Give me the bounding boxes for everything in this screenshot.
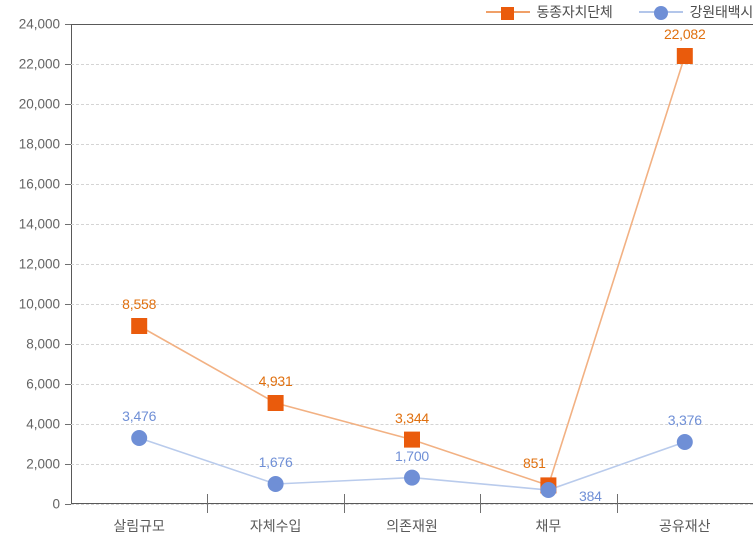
y-axis-tick-label: 6,000	[26, 376, 60, 392]
y-axis-tick	[65, 184, 71, 185]
y-axis-tick	[65, 304, 71, 305]
y-axis-tick	[65, 144, 71, 145]
data-point-label: 8,558	[122, 296, 157, 312]
x-axis-category-label: 자체수입	[249, 518, 302, 534]
series-layer	[131, 48, 693, 498]
x-axis-tick-inner	[616, 494, 618, 504]
y-axis-tick-label: 16,000	[18, 176, 60, 192]
y-axis-tick	[65, 24, 71, 25]
y-axis-tick-label: 2,000	[26, 456, 60, 472]
y-axis-tick-label: 4,000	[26, 416, 60, 432]
y-axis-tick	[65, 464, 71, 465]
x-axis-tick-inner	[207, 494, 209, 504]
x-axis-category-label: 살림규모	[113, 518, 165, 534]
circle-marker-icon[interactable]	[131, 430, 148, 446]
y-axis-tick-label: 8,000	[26, 336, 60, 352]
gridline	[71, 184, 753, 185]
y-axis-tick	[65, 104, 71, 105]
square-marker-icon[interactable]	[267, 395, 284, 411]
data-point-label: 1,676	[258, 454, 293, 470]
y-axis-tick-label: 14,000	[18, 216, 60, 232]
circle-marker-icon[interactable]	[267, 476, 284, 492]
y-axis-tick-label: 18,000	[18, 136, 60, 152]
circle-marker-icon[interactable]	[540, 482, 557, 498]
gridline	[71, 304, 753, 305]
y-axis-tick	[65, 64, 71, 65]
y-axis-tick-label: 20,000	[18, 96, 60, 112]
legend-label-1: 강원태백시	[689, 4, 753, 20]
y-axis-tick-label: 0	[52, 496, 60, 512]
gridline	[71, 144, 753, 145]
data-point-label: 384	[579, 488, 602, 504]
data-point-label: 1,700	[394, 447, 430, 464]
gridline	[71, 264, 753, 265]
data-point-label: 3,344	[394, 409, 430, 426]
y-axis-tick	[65, 344, 71, 345]
axis-top	[71, 24, 753, 25]
y-axis-tick-label: 22,000	[18, 56, 60, 72]
square-marker-icon	[485, 5, 530, 20]
gridline	[71, 64, 753, 65]
data-point-label: 4,931	[258, 373, 293, 389]
gridline	[71, 424, 753, 425]
data-point-label: 3,476	[122, 408, 157, 424]
y-axis-tick-label: 10,000	[18, 296, 60, 312]
x-axis-category-label: 공유재산	[659, 518, 711, 534]
chart-legend: 동종자치단체 강원태백시	[485, 0, 753, 24]
y-axis-tick	[65, 504, 71, 505]
x-axis	[71, 503, 753, 504]
circle-marker-icon	[638, 5, 683, 20]
x-axis-tick	[343, 504, 345, 513]
x-axis-tick-inner	[480, 494, 482, 504]
gridline	[71, 464, 753, 465]
data-point-label: 851	[523, 455, 546, 472]
gridline	[71, 504, 753, 505]
gridline	[71, 344, 753, 345]
plot-area: 24,000 22,000 20,000 18,000 16,000 14,000 12,0…	[19, 17, 753, 534]
y-axis-tick	[65, 224, 71, 225]
gridline	[71, 104, 753, 105]
x-axis-category-label: 의존재원	[386, 518, 438, 534]
circle-marker-icon[interactable]	[676, 434, 693, 450]
x-axis-tick	[616, 504, 618, 513]
y-axis-tick	[65, 264, 71, 265]
data-point-label: 3,376	[667, 412, 702, 428]
square-marker-icon[interactable]	[131, 318, 148, 334]
gridline	[71, 384, 753, 385]
x-axis-tick	[207, 504, 209, 513]
square-marker-icon[interactable]	[676, 48, 693, 64]
gridline	[71, 224, 753, 225]
legend-item-0[interactable]: 동종자치단체	[485, 2, 613, 22]
y-axis-tick-label: 12,000	[18, 256, 60, 272]
y-axis-tick	[65, 424, 71, 425]
legend-label-0: 동종자치단체	[536, 4, 613, 20]
y-axis-tick-label: 24,000	[18, 16, 60, 32]
square-marker-icon[interactable]	[404, 431, 420, 448]
x-axis-tick-inner	[343, 494, 345, 504]
legend-item-1[interactable]: 강원태백시	[638, 2, 753, 22]
data-point-label: 22,082	[663, 26, 706, 42]
y-axis-tick	[65, 384, 71, 385]
x-axis-tick	[480, 504, 482, 513]
circle-marker-icon[interactable]	[404, 469, 420, 486]
x-axis-category-label: 채무	[535, 518, 562, 534]
